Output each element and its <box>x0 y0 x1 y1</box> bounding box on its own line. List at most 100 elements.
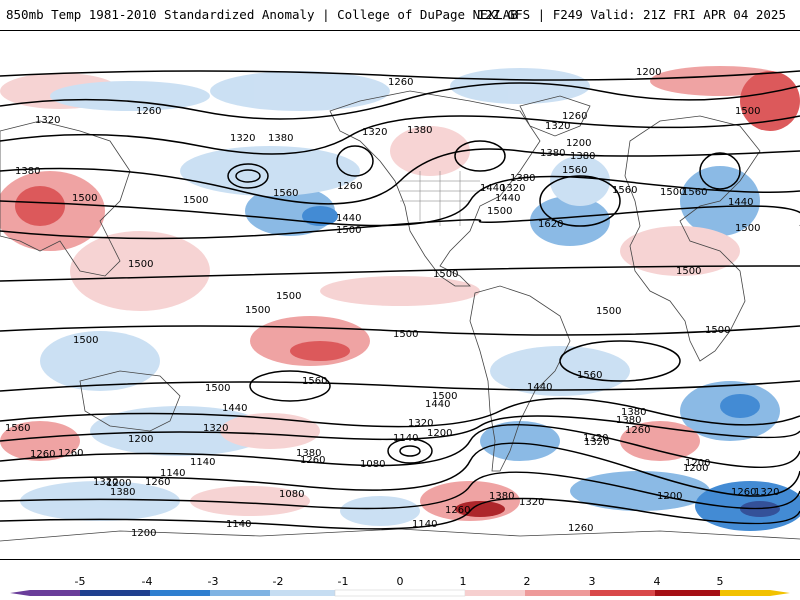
contour-label: 1260 <box>337 181 362 192</box>
colorbar-bin <box>465 590 525 596</box>
model-run-info: 12Z GFS | F249 Valid: 21Z FRI APR 04 202… <box>477 7 786 22</box>
contour-label: 1560 <box>302 376 327 387</box>
colorbar-bin <box>525 590 590 596</box>
contour-label: 1500 <box>205 383 230 394</box>
colorbar-bin <box>720 590 770 596</box>
contour-label: 1200 <box>128 434 153 445</box>
contour-label: 1380 <box>15 166 40 177</box>
contour-label: 1140 <box>160 468 185 479</box>
contour-label: 1260 <box>445 505 470 516</box>
contour-label: 1140 <box>226 519 251 530</box>
contour-label: 1500 <box>183 195 208 206</box>
colorbar-bin <box>210 590 270 596</box>
contour-label: 1440 <box>480 183 505 194</box>
contour-label: 1260 <box>58 448 83 459</box>
contour-label: 1500 <box>128 259 153 270</box>
contour-label: 1320 <box>583 433 608 444</box>
contour-label: 1320 <box>545 121 570 132</box>
colorbar-bin <box>270 590 335 596</box>
contour-label: 1320 <box>519 497 544 508</box>
contour-label: 1440 <box>222 403 247 414</box>
contour-label: 1140 <box>412 519 437 530</box>
colorbar-tick-label: -4 <box>141 575 153 588</box>
contour-label: 1140 <box>190 457 215 468</box>
contour-label: 1560 <box>5 423 30 434</box>
colorbar-bin <box>655 590 720 596</box>
contour-label: 1260 <box>300 455 325 466</box>
contour-label: 1200 <box>566 138 591 149</box>
map-canvas: 1260 1200 1320 1380 1260 1320 1380 1320 … <box>0 66 800 542</box>
contour-label: 1620 <box>538 219 563 230</box>
contour-label: 1320 <box>584 437 609 448</box>
contour-label: 1500 <box>432 391 457 402</box>
colorbar-tick-label: -5 <box>74 575 86 588</box>
contour-label: 1200 <box>636 67 661 78</box>
contour-label: 1500 <box>72 193 97 204</box>
colorbar-bin <box>80 590 150 596</box>
contour-label: 1320 <box>93 477 118 488</box>
contour-label: 1560 <box>562 165 587 176</box>
contour-label: 1320 <box>203 423 228 434</box>
contour-label: 1260 <box>30 449 55 460</box>
colorbar-bin <box>150 590 210 596</box>
colorbar-tick-label: -2 <box>272 575 284 588</box>
contour-label: 1260 <box>136 106 161 117</box>
colorbar-tick-label: 3 <box>588 575 596 588</box>
contour-label: 1080 <box>279 489 304 500</box>
contour-label: 1500 <box>487 206 512 217</box>
contour-label: 1320 <box>35 115 60 126</box>
contour-label: 1500 <box>705 325 730 336</box>
contour-label: 1440 <box>336 213 361 224</box>
contour-label: 1500 <box>393 329 418 340</box>
contour-label: 1200 <box>106 478 131 489</box>
contour-label: 1440 <box>527 382 552 393</box>
contour-label: 1320 <box>500 183 525 194</box>
contour-label: 1380 <box>110 487 135 498</box>
australia-outline <box>79 370 181 432</box>
contour-label: 1140 <box>393 433 418 444</box>
contour-label: 1200 <box>683 463 708 474</box>
contour-label: 1500 <box>735 223 760 234</box>
anomaly-map: 1260 1200 1320 1380 1260 1320 1380 1320 … <box>0 30 800 560</box>
contour-label: 1500 <box>245 305 270 316</box>
asia-outline <box>0 120 131 277</box>
colorbar-tick-label: 2 <box>523 575 531 588</box>
contour-label: 1260 <box>568 523 593 534</box>
contour-label: 1380 <box>570 151 595 162</box>
contour-label: 1260 <box>145 477 170 488</box>
contour-label: 1380 <box>616 415 641 426</box>
map-title: 850mb Temp 1981-2010 Standardized Anomal… <box>6 7 518 22</box>
contour-label: 1320 <box>230 133 255 144</box>
anomaly-shading <box>0 66 800 531</box>
contour-label: 1500 <box>596 306 621 317</box>
contour-label: 1500 <box>735 106 760 117</box>
contour-label: 1200 <box>685 458 710 469</box>
contour-label: 1500 <box>276 291 301 302</box>
contour-label: 1560 <box>273 188 298 199</box>
north-america-outline <box>329 90 541 287</box>
colorbar-bin <box>30 590 80 596</box>
contour-label: 1500 <box>336 225 361 236</box>
colorbar-right-arrow <box>770 590 790 596</box>
colorbar-tick-label: -3 <box>207 575 219 588</box>
us-state-grid <box>400 171 480 226</box>
contour-label: 1380 <box>268 133 293 144</box>
contour-label: 1260 <box>562 111 587 122</box>
colorbar-bin <box>590 590 655 596</box>
colorbar-tick-label: 4 <box>653 575 661 588</box>
contour-label: 1440 <box>728 197 753 208</box>
colorbar-svg <box>10 589 790 597</box>
contour-label: 1560 <box>612 185 637 196</box>
greenland-outline <box>519 95 591 137</box>
contour-label: 1320 <box>362 127 387 138</box>
contour-label: 1260 <box>388 77 413 88</box>
colorbar-tick-label: -1 <box>337 575 349 588</box>
contour-label: 1380 <box>489 491 514 502</box>
contour-label: 1380 <box>540 148 565 159</box>
contour-label: 1200 <box>427 428 452 439</box>
contour-label: 1500 <box>660 187 685 198</box>
contour-label-group: 1260 1200 1320 1380 1260 1320 1380 1320 … <box>5 67 779 539</box>
contour-label: 1560 <box>577 370 602 381</box>
contour-label: 1380 <box>510 173 535 184</box>
colorbar-bin <box>334 589 466 597</box>
